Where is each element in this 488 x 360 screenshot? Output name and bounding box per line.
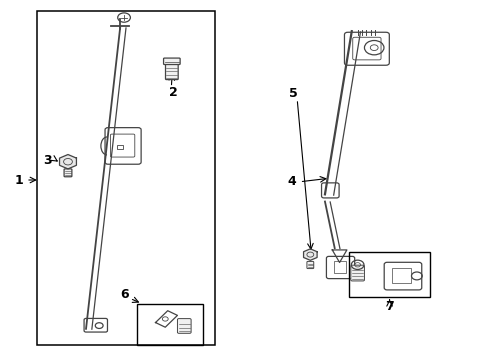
Polygon shape [303,249,316,260]
Bar [37,12,215,345]
FancyBboxPatch shape [64,169,72,177]
Bar [348,252,429,297]
FancyBboxPatch shape [306,261,313,269]
FancyBboxPatch shape [165,63,178,80]
Text: 2: 2 [169,86,178,99]
Bar [391,268,410,283]
Bar [333,261,346,273]
FancyBboxPatch shape [350,265,364,281]
Text: 1: 1 [15,174,23,186]
Text: 4: 4 [287,175,296,188]
FancyBboxPatch shape [163,58,180,64]
Bar [137,304,203,345]
Polygon shape [60,154,76,169]
Text: 6: 6 [121,288,129,301]
FancyBboxPatch shape [177,319,191,333]
Bar [117,145,122,149]
Text: 5: 5 [288,87,297,100]
Text: 7: 7 [385,300,393,313]
Text: 3: 3 [42,154,51,167]
